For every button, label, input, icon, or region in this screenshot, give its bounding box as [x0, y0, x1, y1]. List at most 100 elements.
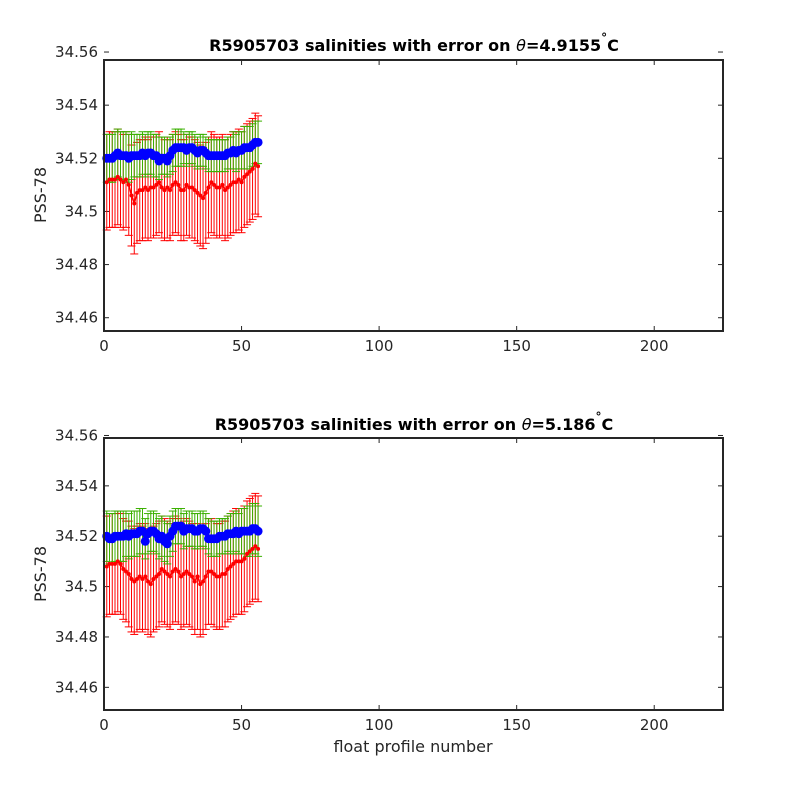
raw-point	[253, 544, 258, 549]
raw-point	[115, 559, 120, 564]
raw-point	[181, 188, 186, 193]
x-tick-label: 100	[365, 337, 394, 355]
raw-point	[242, 174, 247, 179]
raw-point	[181, 572, 186, 576]
raw-point	[206, 569, 211, 574]
y-tick-label: 34.5	[65, 202, 98, 220]
raw-point	[113, 561, 118, 566]
raw-point	[179, 188, 184, 193]
raw-point	[247, 549, 252, 554]
plot-area-bottom: 0 50 100 150 200 34.46 34.48 34.5 34.52 34.54 34.5…	[55, 426, 724, 734]
raw-point	[143, 574, 148, 579]
raw-point	[212, 572, 217, 576]
y-tick-label: 34.54	[55, 96, 98, 114]
raw-point	[132, 201, 137, 206]
raw-point	[110, 561, 115, 566]
raw-point	[198, 193, 203, 198]
y-tick-label: 34.56	[55, 43, 98, 61]
raw-point	[132, 579, 137, 584]
raw-point	[217, 574, 222, 579]
raw-point	[118, 177, 123, 182]
mapped-point	[140, 536, 150, 546]
axes-frame	[103, 437, 724, 711]
raw-point	[110, 177, 115, 182]
raw-point	[162, 188, 167, 193]
chart-title-top: R5905703 salinities with error on θ=4.91…	[209, 31, 619, 55]
raw-point	[115, 174, 120, 179]
raw-point	[165, 572, 170, 576]
raw-point	[187, 185, 192, 190]
raw-point	[107, 561, 112, 566]
x-tick-label: 50	[232, 337, 251, 355]
raw-point	[124, 569, 129, 574]
raw-point	[184, 569, 189, 574]
raw-point	[104, 180, 109, 185]
raw-point	[151, 185, 156, 190]
raw-point	[236, 177, 241, 182]
raw-point	[154, 574, 159, 579]
y-tick-label: 34.48	[55, 256, 98, 274]
mapped-point	[253, 526, 263, 536]
y-tick-label: 34.54	[55, 477, 98, 495]
mapped-point	[162, 539, 172, 549]
y-axis-label-bottom: PSS-78	[31, 546, 50, 602]
raw-point	[157, 180, 162, 185]
raw-point	[220, 182, 225, 187]
y-tick-label: 34.46	[55, 309, 98, 327]
y-tick-label: 34.56	[55, 426, 98, 444]
raw-point	[234, 180, 239, 185]
raw-point	[225, 185, 230, 190]
raw-point	[192, 188, 197, 193]
raw-point	[217, 185, 222, 190]
raw-point	[247, 169, 252, 174]
raw-point	[206, 185, 211, 190]
raw-point	[168, 574, 173, 579]
raw-point	[195, 574, 200, 579]
axes-frame	[103, 59, 724, 332]
raw-point	[225, 566, 230, 571]
mapped-point	[253, 137, 263, 147]
raw-point	[192, 579, 197, 584]
raw-point	[173, 566, 178, 571]
y-tick-label: 34.48	[55, 628, 98, 646]
raw-point	[198, 582, 203, 587]
plot-area-top: 0 50 100 150 200 34.46 34.48 34.5 34.52 34.54 34.5…	[55, 43, 724, 355]
raw-point	[118, 561, 123, 566]
raw-point	[253, 161, 258, 166]
raw-point	[239, 180, 244, 185]
raw-point	[231, 180, 236, 185]
raw-point	[107, 177, 112, 182]
raw-point	[201, 579, 206, 584]
raw-point	[143, 185, 148, 190]
raw-point	[256, 546, 261, 551]
subplot-top: R5905703 salinities with error on θ=4.91…	[31, 31, 724, 355]
raw-point	[212, 182, 217, 187]
raw-point	[104, 564, 109, 569]
raw-point	[151, 577, 156, 582]
raw-point	[209, 569, 214, 574]
raw-point	[176, 182, 181, 187]
raw-point	[184, 182, 189, 187]
raw-point	[179, 574, 184, 579]
raw-point	[135, 577, 140, 582]
raw-point	[140, 577, 145, 582]
raw-point	[170, 569, 175, 574]
mapped-point	[201, 526, 211, 536]
raw-point	[214, 185, 219, 190]
y-tick-label: 34.5	[65, 578, 98, 596]
x-axis-label: float profile number	[333, 737, 493, 756]
raw-point	[214, 574, 219, 579]
x-tick-label: 200	[640, 337, 669, 355]
raw-point	[187, 572, 192, 576]
raw-point	[245, 551, 250, 556]
raw-point	[231, 561, 236, 566]
raw-point	[228, 564, 233, 569]
raw-point	[176, 569, 181, 574]
raw-point	[242, 556, 247, 561]
raw-point	[236, 559, 241, 564]
raw-point	[146, 188, 151, 193]
raw-point	[148, 582, 153, 587]
x-tick-label: 0	[99, 337, 109, 355]
raw-point	[203, 190, 208, 195]
x-tick-label: 0	[99, 716, 109, 734]
